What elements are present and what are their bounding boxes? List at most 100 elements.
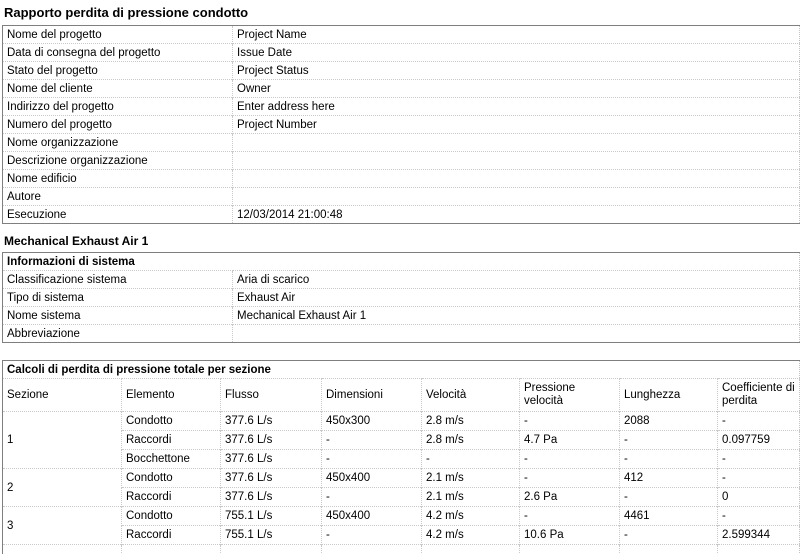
project-row-value: 12/03/2014 21:00:48	[232, 205, 800, 224]
system-row-label: Classificazione sistema	[2, 270, 233, 289]
cell-lunghezza: 412	[619, 468, 718, 488]
table-row: Nome edificio	[2, 169, 800, 188]
table-row: Nome sistema Mechanical Exhaust Air 1	[2, 306, 800, 325]
project-row-label: Nome organizzazione	[2, 133, 233, 152]
project-row-value: Project Status	[232, 61, 800, 80]
table-row: Autore	[2, 187, 800, 206]
project-row-value: Project Number	[232, 115, 800, 134]
table-row: Raccordi 755.1 L/s - 4.2 m/s 10.6 Pa - 2…	[3, 525, 800, 545]
table-row: Raccordi 377.6 L/s - 2.8 m/s 4.7 Pa - 0.…	[3, 430, 800, 450]
cell-flusso: 755.1 L/s	[220, 506, 322, 526]
project-row-value: Project Name	[232, 25, 800, 44]
cell-elemento: Condotto	[121, 506, 221, 526]
report-title: Rapporto perdita di pressione condotto	[4, 5, 249, 20]
cell-velocita: 2.1 m/s	[421, 487, 520, 507]
cell-elemento: Bocchettone	[121, 449, 221, 469]
cell-lunghezza: -	[619, 525, 718, 545]
project-row-value	[232, 133, 800, 152]
cell-pressione: -	[519, 449, 620, 469]
column-header-sezione: Sezione	[2, 378, 122, 412]
project-row-value	[232, 169, 800, 188]
project-row-label: Nome del cliente	[2, 79, 233, 98]
table-row: Numero del progetto Project Number	[2, 115, 800, 134]
cell-lunghezza: 4461	[619, 506, 718, 526]
cell-elemento: Raccordi	[121, 487, 221, 507]
cell-flusso	[220, 544, 322, 554]
table-row: Classificazione sistema Aria di scarico	[2, 270, 800, 289]
cell-elemento: Raccordi	[121, 430, 221, 450]
cell-elemento: Condotto	[121, 411, 221, 431]
cell-coefficiente: -	[716, 411, 800, 431]
column-header-lunghezza: Lunghezza	[619, 378, 718, 412]
system-row-value: Exhaust Air	[232, 288, 800, 307]
table-row: 1 Condotto 377.6 L/s 450x300 2.8 m/s - 2…	[2, 411, 800, 469]
cell-dimensioni	[321, 544, 422, 554]
cell-coefficiente: 2.599344	[716, 525, 800, 545]
table-row: Esecuzione 12/03/2014 21:00:48	[2, 205, 800, 224]
cell-velocita: 4.2 m/s	[421, 506, 520, 526]
cell-dimensioni: -	[321, 430, 422, 450]
cell-pressione: -	[519, 411, 620, 431]
table-header-row: Calcoli di perdita di pressione totale p…	[2, 360, 800, 379]
cell-velocita: 2.1 m/s	[421, 468, 520, 488]
cell-coefficiente: -	[716, 506, 800, 526]
system-info-table: Informazioni di sistema Classificazione …	[2, 252, 800, 343]
cell-lunghezza: -	[619, 449, 718, 469]
cell-coefficiente	[716, 544, 800, 554]
system-table-title: Informazioni di sistema	[2, 252, 800, 271]
project-row-label: Numero del progetto	[2, 115, 233, 134]
cell-lunghezza	[619, 544, 718, 554]
table-row: Raccordi 377.6 L/s - 2.1 m/s 2.6 Pa - 0	[3, 487, 800, 507]
table-row: 3 Condotto 755.1 L/s 450x400 4.2 m/s - 4…	[2, 506, 800, 545]
table-row: Abbreviazione	[2, 324, 800, 343]
cell-pressione: 4.7 Pa	[519, 430, 620, 450]
cell-flusso: 377.6 L/s	[220, 487, 322, 507]
project-row-value: Enter address here	[232, 97, 800, 116]
calc-table-title: Calcoli di perdita di pressione totale p…	[2, 360, 800, 379]
cell-flusso: 755.1 L/s	[220, 525, 322, 545]
cell-velocita	[421, 544, 520, 554]
cell-elemento: Raccordi	[121, 525, 221, 545]
cell-velocita: -	[421, 449, 520, 469]
table-row: Nome del progetto Project Name	[2, 25, 800, 44]
cell-dimensioni: 450x400	[321, 506, 422, 526]
table-row: Nome organizzazione	[2, 133, 800, 152]
cell-coefficiente: -	[716, 468, 800, 488]
project-row-value	[232, 151, 800, 170]
project-row-label: Nome del progetto	[2, 25, 233, 44]
column-header-row: Sezione Elemento Flusso Dimensioni Veloc…	[2, 378, 800, 412]
cell-flusso: 377.6 L/s	[220, 468, 322, 488]
cell-pressione: -	[519, 506, 620, 526]
project-row-label: Descrizione organizzazione	[2, 151, 233, 170]
project-info-table: Nome del progetto Project Name Data di c…	[2, 25, 800, 224]
column-header-velocita: Velocità	[421, 378, 520, 412]
cell-dimensioni: -	[321, 525, 422, 545]
cell-pressione	[519, 544, 620, 554]
project-row-label: Indirizzo del progetto	[2, 97, 233, 116]
table-row: Bocchettone 377.6 L/s - - - - -	[3, 449, 800, 469]
column-header-elemento: Elemento	[121, 378, 221, 412]
pressure-loss-table: Calcoli di perdita di pressione totale p…	[2, 360, 801, 554]
system-row-label: Abbreviazione	[2, 324, 233, 343]
project-row-label: Data di consegna del progetto	[2, 43, 233, 62]
cell-lunghezza: 2088	[619, 411, 718, 431]
system-row-value: Aria di scarico	[232, 270, 800, 289]
cell-dimensioni: 450x400	[321, 468, 422, 488]
table-row: Descrizione organizzazione	[2, 151, 800, 170]
table-row: Indirizzo del progetto Enter address her…	[2, 97, 800, 116]
system-row-value: Mechanical Exhaust Air 1	[232, 306, 800, 325]
table-row: Nome del cliente Owner	[2, 79, 800, 98]
system-row-label: Tipo di sistema	[2, 288, 233, 307]
table-row: Tipo di sistema Exhaust Air	[2, 288, 800, 307]
section-number: 3	[2, 506, 122, 545]
project-row-value: Issue Date	[232, 43, 800, 62]
cell-dimensioni: -	[321, 487, 422, 507]
cell-elemento: Condotto	[121, 468, 221, 488]
system-row-value	[232, 324, 800, 343]
column-header-coefficiente: Coefficiente di perdita	[716, 378, 800, 412]
cell-pressione: 2.6 Pa	[519, 487, 620, 507]
cell-velocita: 4.2 m/s	[421, 525, 520, 545]
section-number: 1	[2, 411, 122, 469]
cell-coefficiente: -	[716, 449, 800, 469]
